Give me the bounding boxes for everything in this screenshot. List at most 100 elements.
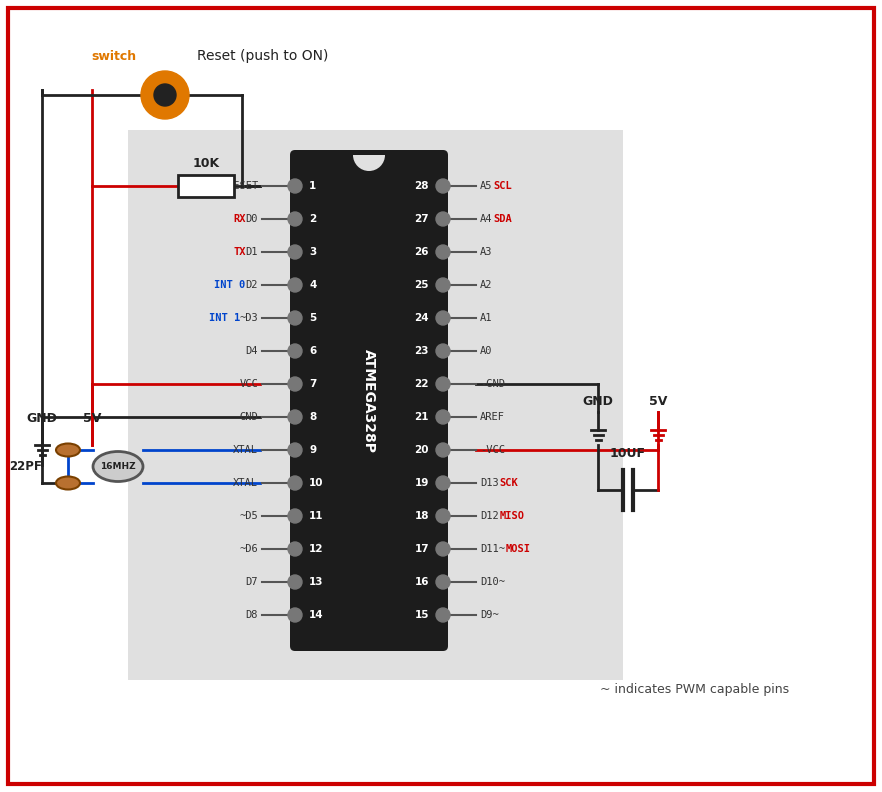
- Text: XTAL: XTAL: [233, 445, 258, 455]
- Text: D9~: D9~: [480, 610, 498, 620]
- Text: -VCC: -VCC: [480, 445, 505, 455]
- Circle shape: [141, 71, 189, 119]
- Text: 5: 5: [309, 313, 317, 323]
- Text: SDA: SDA: [494, 214, 512, 224]
- Text: A3: A3: [480, 247, 492, 257]
- Bar: [128, 130, 623, 680]
- Circle shape: [436, 245, 450, 259]
- Text: 3: 3: [309, 247, 317, 257]
- Text: 16: 16: [415, 577, 429, 587]
- Text: RESET: RESET: [227, 181, 258, 191]
- Text: 12: 12: [309, 544, 324, 554]
- Text: Reset (push to ON): Reset (push to ON): [197, 49, 328, 63]
- Text: 28: 28: [415, 181, 429, 191]
- Circle shape: [436, 377, 450, 391]
- Text: 10: 10: [309, 478, 324, 488]
- Text: A0: A0: [480, 346, 492, 356]
- Text: INT 0: INT 0: [214, 280, 245, 290]
- Text: AREF: AREF: [480, 412, 505, 422]
- Circle shape: [288, 179, 302, 193]
- Text: 25: 25: [415, 280, 429, 290]
- Text: 1: 1: [309, 181, 317, 191]
- Text: switch: switch: [91, 50, 136, 63]
- Circle shape: [436, 278, 450, 292]
- Circle shape: [436, 344, 450, 358]
- Text: 23: 23: [415, 346, 429, 356]
- Text: 10UF: 10UF: [610, 447, 646, 460]
- Circle shape: [288, 278, 302, 292]
- Text: 6: 6: [309, 346, 317, 356]
- Text: 20: 20: [415, 445, 429, 455]
- Text: 8: 8: [309, 412, 317, 422]
- Text: 21: 21: [415, 412, 429, 422]
- Ellipse shape: [93, 451, 143, 482]
- Text: D12: D12: [480, 511, 498, 521]
- Text: 16MHZ: 16MHZ: [101, 462, 136, 471]
- Ellipse shape: [56, 444, 80, 456]
- Text: 5V: 5V: [83, 412, 101, 425]
- Text: D7: D7: [245, 577, 258, 587]
- Circle shape: [288, 443, 302, 457]
- Text: 22PF: 22PF: [10, 460, 42, 473]
- Circle shape: [436, 212, 450, 226]
- Text: ~D6: ~D6: [239, 544, 258, 554]
- Text: SCL: SCL: [494, 181, 512, 191]
- Text: D11~: D11~: [480, 544, 505, 554]
- Text: 14: 14: [309, 610, 324, 620]
- Text: A2: A2: [480, 280, 492, 290]
- Circle shape: [288, 344, 302, 358]
- Text: MISO: MISO: [499, 511, 525, 521]
- Text: 18: 18: [415, 511, 429, 521]
- Circle shape: [288, 476, 302, 490]
- Text: ATMEGA328P: ATMEGA328P: [362, 348, 376, 452]
- Text: D13: D13: [480, 478, 498, 488]
- Text: D0: D0: [245, 214, 258, 224]
- Text: 19: 19: [415, 478, 429, 488]
- Text: 2: 2: [309, 214, 317, 224]
- Text: 22: 22: [415, 379, 429, 389]
- Circle shape: [436, 179, 450, 193]
- Text: 9: 9: [309, 445, 316, 455]
- Circle shape: [288, 212, 302, 226]
- Text: 24: 24: [415, 313, 429, 323]
- Text: GND: GND: [239, 412, 258, 422]
- Text: -GND: -GND: [480, 379, 505, 389]
- Circle shape: [436, 509, 450, 523]
- Text: 15: 15: [415, 610, 429, 620]
- Circle shape: [288, 509, 302, 523]
- FancyBboxPatch shape: [290, 150, 448, 651]
- Text: ~ indicates PWM capable pins: ~ indicates PWM capable pins: [601, 683, 789, 696]
- Text: 27: 27: [415, 214, 429, 224]
- Text: 10K: 10K: [192, 157, 220, 170]
- Text: RX: RX: [233, 214, 245, 224]
- Text: GND: GND: [583, 395, 614, 408]
- Text: 4: 4: [309, 280, 317, 290]
- Bar: [178, 175, 234, 197]
- Wedge shape: [353, 155, 385, 171]
- Circle shape: [436, 410, 450, 424]
- FancyBboxPatch shape: [8, 8, 874, 784]
- Circle shape: [288, 245, 302, 259]
- Circle shape: [288, 608, 302, 622]
- Text: 26: 26: [415, 247, 429, 257]
- Text: D1: D1: [245, 247, 258, 257]
- Text: 13: 13: [309, 577, 324, 587]
- Text: D8: D8: [245, 610, 258, 620]
- Text: A4: A4: [480, 214, 492, 224]
- Circle shape: [288, 377, 302, 391]
- Text: 17: 17: [415, 544, 429, 554]
- Circle shape: [288, 311, 302, 325]
- Text: ~D3: ~D3: [239, 313, 258, 323]
- Text: ~D5: ~D5: [239, 511, 258, 521]
- Text: D10~: D10~: [480, 577, 505, 587]
- Circle shape: [288, 410, 302, 424]
- Text: VCC: VCC: [239, 379, 258, 389]
- Text: A5: A5: [480, 181, 492, 191]
- Circle shape: [436, 476, 450, 490]
- Text: 7: 7: [309, 379, 317, 389]
- Text: SCK: SCK: [499, 478, 518, 488]
- Circle shape: [288, 542, 302, 556]
- Text: 11: 11: [309, 511, 324, 521]
- Text: INT 1: INT 1: [209, 313, 241, 323]
- Text: TX: TX: [233, 247, 245, 257]
